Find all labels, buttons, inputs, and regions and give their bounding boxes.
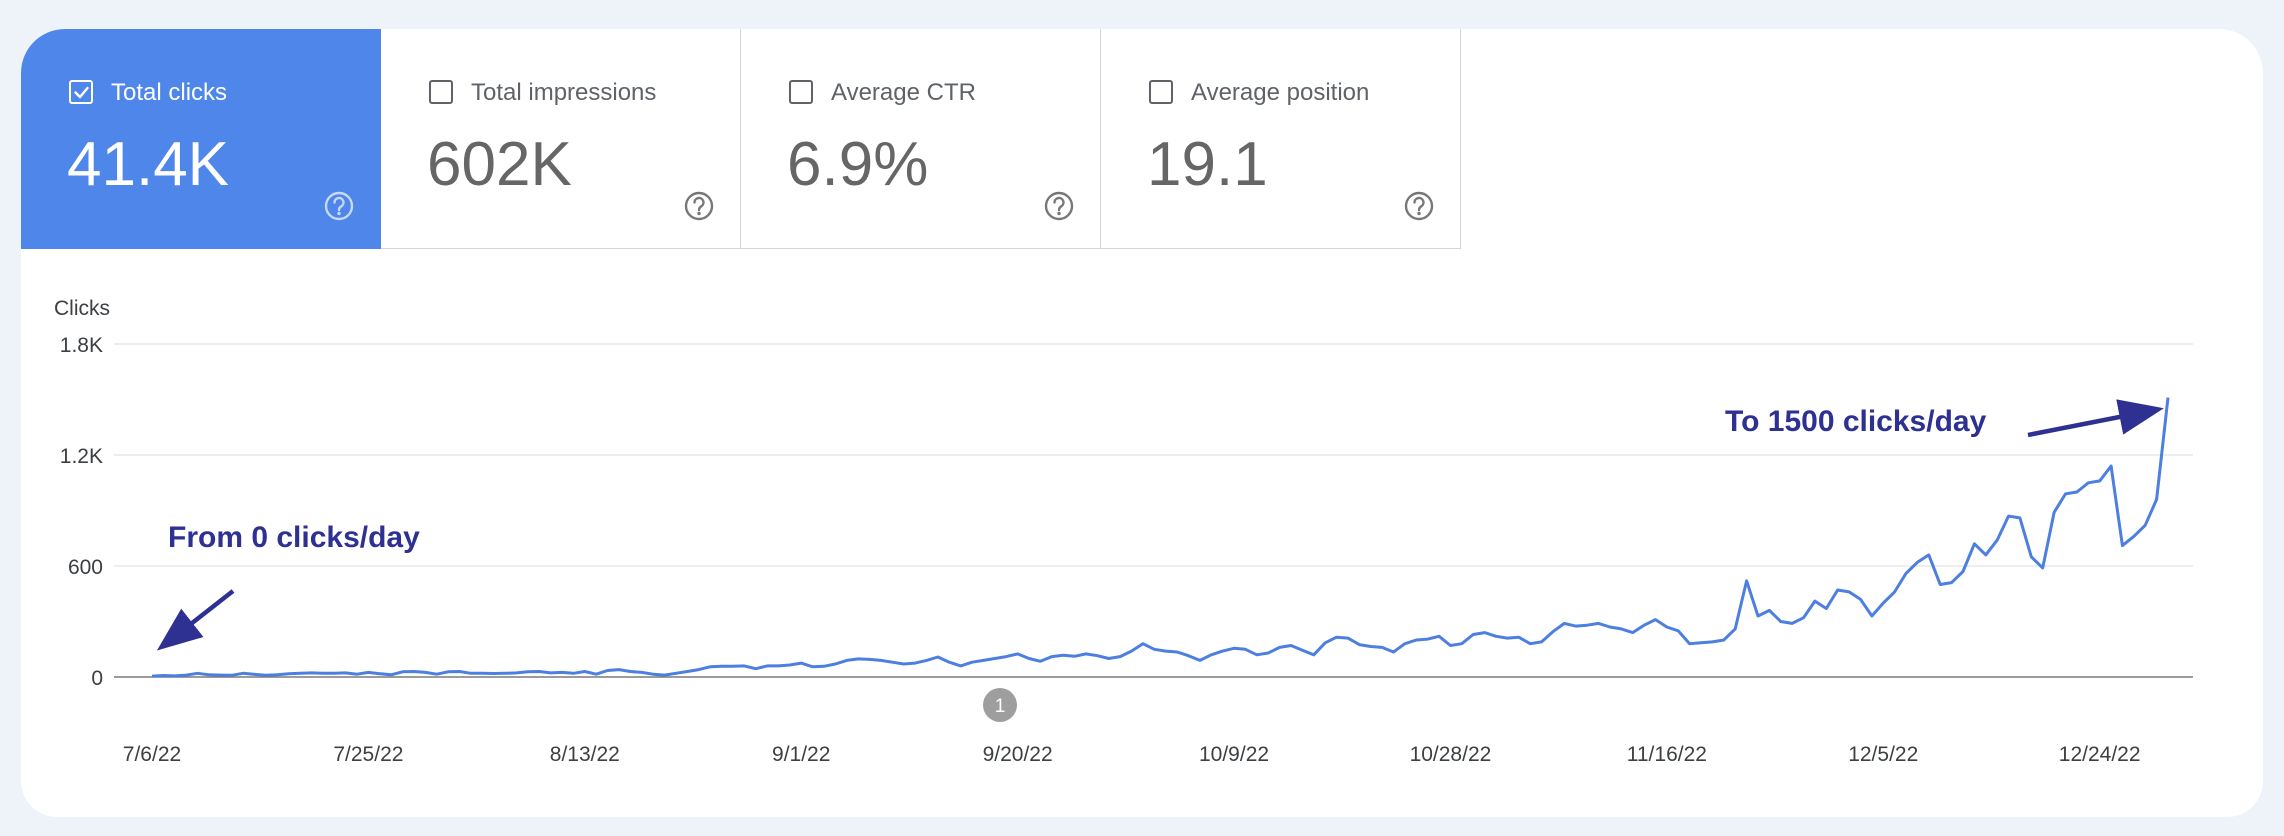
help-icon[interactable]	[1403, 190, 1435, 222]
x-tick-label: 9/20/22	[983, 743, 1053, 766]
y-tick-label: 1.8K	[60, 334, 103, 357]
x-tick-label: 12/5/22	[1848, 743, 1918, 766]
checkbox-icon[interactable]	[1149, 80, 1173, 104]
y-tick-label: 0	[91, 667, 103, 690]
metric-tab-total-clicks[interactable]: Total clicks 41.4K	[21, 29, 381, 249]
annotation-arrow-left	[156, 589, 235, 651]
metric-label: Average CTR	[831, 79, 976, 106]
annotation-marker-label: 1	[995, 696, 1006, 717]
x-tick-label: 12/24/22	[2059, 743, 2141, 766]
checkbox-checked-icon[interactable]	[69, 80, 93, 104]
x-tick-label: 10/9/22	[1199, 743, 1269, 766]
help-icon[interactable]	[1043, 190, 1075, 222]
metric-value: 19.1	[1147, 130, 1268, 199]
annotation-left-text: From 0 clicks/day	[168, 521, 420, 554]
metric-label: Total clicks	[111, 79, 228, 106]
annotation-right-text: To 1500 clicks/day	[1725, 405, 1987, 438]
performance-card: Total clicks 41.4K Total impressions 602…	[21, 29, 2263, 817]
y-axis-title: Clicks	[54, 297, 110, 320]
y-tick-label: 1.2K	[60, 445, 103, 468]
checkbox-icon[interactable]	[789, 80, 813, 104]
help-icon[interactable]	[323, 190, 355, 222]
x-tick-label: 10/28/22	[1410, 743, 1492, 766]
metric-value: 41.4K	[67, 130, 230, 199]
metric-value: 6.9%	[787, 130, 929, 199]
x-tick-label: 11/16/22	[1627, 743, 1707, 766]
x-tick-label: 7/6/22	[123, 743, 181, 766]
annotation-marker[interactable]	[983, 688, 1017, 722]
checkbox-icon[interactable]	[429, 80, 453, 104]
metric-tab-total-impressions[interactable]: Total impressions 602K	[381, 29, 741, 249]
x-tick-label: 8/13/22	[550, 743, 620, 766]
x-tick-label: 9/1/22	[772, 743, 830, 766]
metric-tabs: Total clicks 41.4K Total impressions 602…	[21, 29, 1461, 249]
help-icon[interactable]	[683, 190, 715, 222]
metric-label: Average position	[1191, 79, 1370, 106]
y-tick-label: 600	[68, 556, 103, 579]
x-tick-label: 7/25/22	[333, 743, 403, 766]
metric-tab-average-position[interactable]: Average position 19.1	[1101, 29, 1461, 249]
clicks-line-chart: 0 600 1.2K 1.8K 7/6/22 7/25/22 8/13/22 9/1/22 9/…	[60, 334, 2193, 766]
metric-tab-average-ctr[interactable]: Average CTR 6.9%	[741, 29, 1101, 249]
annotation-arrow-right	[2027, 399, 2164, 438]
clicks-series-line[interactable]	[151, 397, 2170, 678]
metric-label: Total impressions	[471, 79, 657, 106]
metric-value: 602K	[427, 130, 572, 199]
